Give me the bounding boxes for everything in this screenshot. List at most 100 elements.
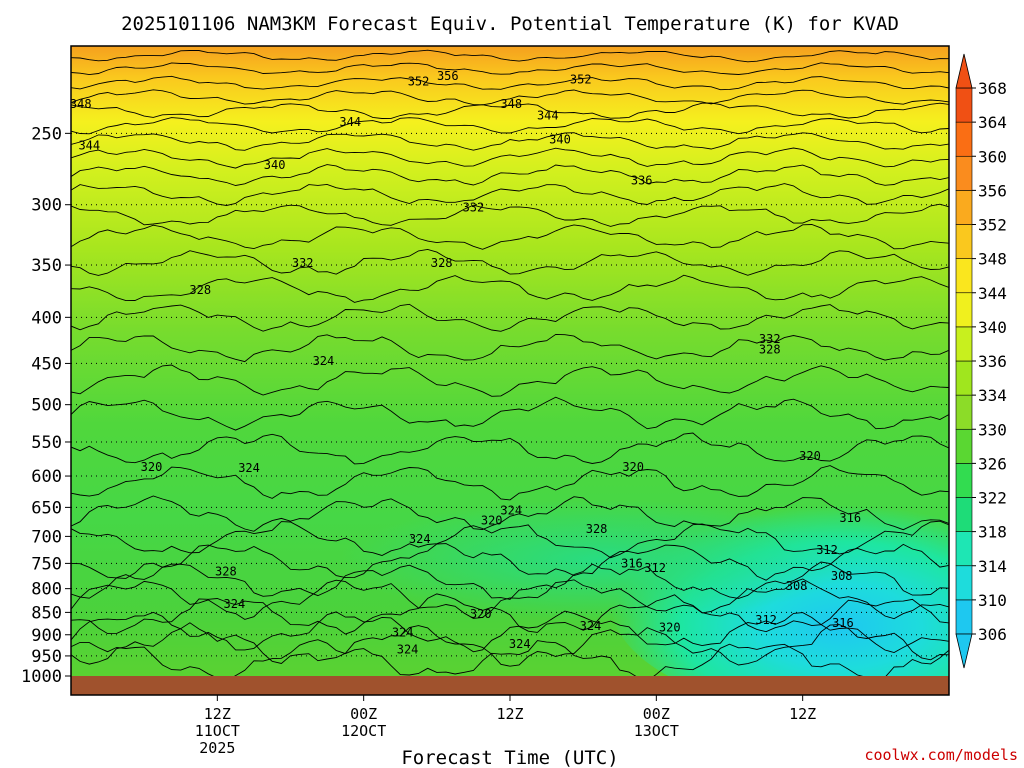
- y-tick-label: 350: [31, 256, 62, 276]
- colorbar-segment: [955, 531, 973, 567]
- colorbar-label: 334: [978, 386, 1007, 405]
- contour-line: [71, 62, 949, 76]
- contour-line: [71, 274, 949, 303]
- y-tick-label: 300: [31, 196, 62, 216]
- contour-label: 352: [408, 75, 430, 89]
- colorbar-label: 326: [978, 454, 1007, 473]
- y-tick-label: 700: [31, 527, 62, 547]
- colorbar-label: 310: [978, 591, 1007, 610]
- contour-label: 324: [500, 503, 522, 517]
- colorbar-label: 364: [978, 113, 1007, 132]
- contour-label: 320: [481, 513, 503, 527]
- contour-line: [71, 303, 949, 332]
- contour-label: 348: [70, 97, 92, 111]
- y-tick-label: 750: [31, 554, 62, 574]
- contour-line: [71, 333, 949, 363]
- contour-label: 328: [586, 522, 608, 536]
- colorbar-segment: [955, 87, 973, 123]
- colorbar-label: 314: [978, 557, 1007, 576]
- colorbar-label: 330: [978, 420, 1007, 439]
- colorbar-segment: [955, 497, 973, 532]
- contour-label: 344: [537, 109, 559, 123]
- contour-line: [71, 224, 949, 250]
- contour-line: [71, 593, 949, 635]
- colorbar-segment: [955, 428, 973, 464]
- y-tick-label: 850: [31, 603, 62, 623]
- contour-label: 356: [437, 69, 459, 83]
- contour-line: [71, 89, 949, 106]
- contour-line: [71, 639, 949, 676]
- contour-line: [71, 147, 949, 169]
- y-tick-label: 900: [31, 626, 62, 646]
- contour-label: 320: [470, 607, 492, 621]
- contour-label: 312: [816, 543, 838, 557]
- contour-line: [71, 183, 949, 206]
- contour-label: 324: [224, 597, 246, 611]
- y-tick-label: 450: [31, 354, 62, 374]
- contour-label: 324: [509, 637, 531, 651]
- colorbar: 306 310 314 318 322 326 330 334 336 340 344 348 352 3…: [955, 53, 1007, 669]
- contour-label: 320: [622, 460, 644, 474]
- contour-label: 324: [580, 619, 602, 633]
- contour-label: 324: [409, 532, 431, 546]
- contour-label: 308: [831, 569, 853, 583]
- y-tick-label: 550: [31, 433, 62, 453]
- x-tick-label: 2025: [199, 739, 235, 757]
- contour-line: [71, 364, 949, 397]
- contour-label: 336: [631, 173, 653, 187]
- x-tick-label: 12Z: [204, 705, 231, 723]
- contour-line: [71, 561, 949, 600]
- y-tick-label: 600: [31, 467, 62, 487]
- colorbar-label: 360: [978, 147, 1007, 166]
- colorbar-label: 318: [978, 523, 1007, 542]
- colorbar-min-arrow: [955, 633, 973, 669]
- ground-bar: [71, 676, 949, 695]
- colorbar-label: 348: [978, 250, 1007, 269]
- credit-text: coolwx.com/models: [864, 746, 1018, 764]
- contour-label: 328: [215, 565, 237, 579]
- contour-label: 312: [755, 613, 777, 627]
- contour-line: [71, 132, 949, 151]
- contour-label: 312: [644, 561, 666, 575]
- contour-label: 316: [621, 556, 643, 570]
- colorbar-label: 340: [978, 318, 1007, 337]
- cool-band: [340, 500, 860, 620]
- contour-label: 328: [759, 342, 781, 356]
- colorbar-segment: [955, 292, 973, 328]
- contour-line: [71, 396, 949, 431]
- contour-line: [71, 495, 949, 532]
- y-tick-label: 500: [31, 396, 62, 416]
- colorbar-segment: [955, 360, 973, 396]
- y-tick-label: 800: [31, 580, 62, 600]
- x-tick-label: 12Z: [789, 705, 816, 723]
- contour-line: [71, 75, 949, 91]
- y-tick-label: 950: [31, 647, 62, 667]
- contour-label: 324: [313, 354, 335, 368]
- contour-label: 320: [799, 449, 821, 463]
- contour-line: [71, 117, 949, 135]
- x-tick-label: 12Z: [496, 705, 523, 723]
- contour-label: 332: [292, 256, 314, 270]
- colorbar-label: 322: [978, 489, 1007, 508]
- colorbar-segment: [955, 326, 973, 362]
- colorbar-label: 356: [978, 181, 1007, 200]
- colorbar-label: 336: [978, 352, 1007, 371]
- colorbar-segment: [955, 155, 973, 191]
- contour-label: 352: [570, 73, 592, 87]
- contour-line: [71, 520, 949, 559]
- contour-label: 328: [189, 283, 211, 297]
- contour-line: [71, 610, 949, 653]
- contour-label: 324: [392, 626, 414, 640]
- contour-line: [71, 465, 949, 501]
- contour-label: 340: [264, 158, 286, 172]
- contour-lines: [71, 49, 949, 676]
- contour-line: [71, 49, 949, 63]
- y-tick-label: 1000: [21, 667, 62, 687]
- contour-label: 316: [832, 616, 854, 630]
- contour-label: 340: [549, 133, 571, 147]
- colorbar-segment: [955, 565, 973, 601]
- colorbar-segment: [955, 190, 973, 225]
- contour-label: 328: [431, 256, 453, 270]
